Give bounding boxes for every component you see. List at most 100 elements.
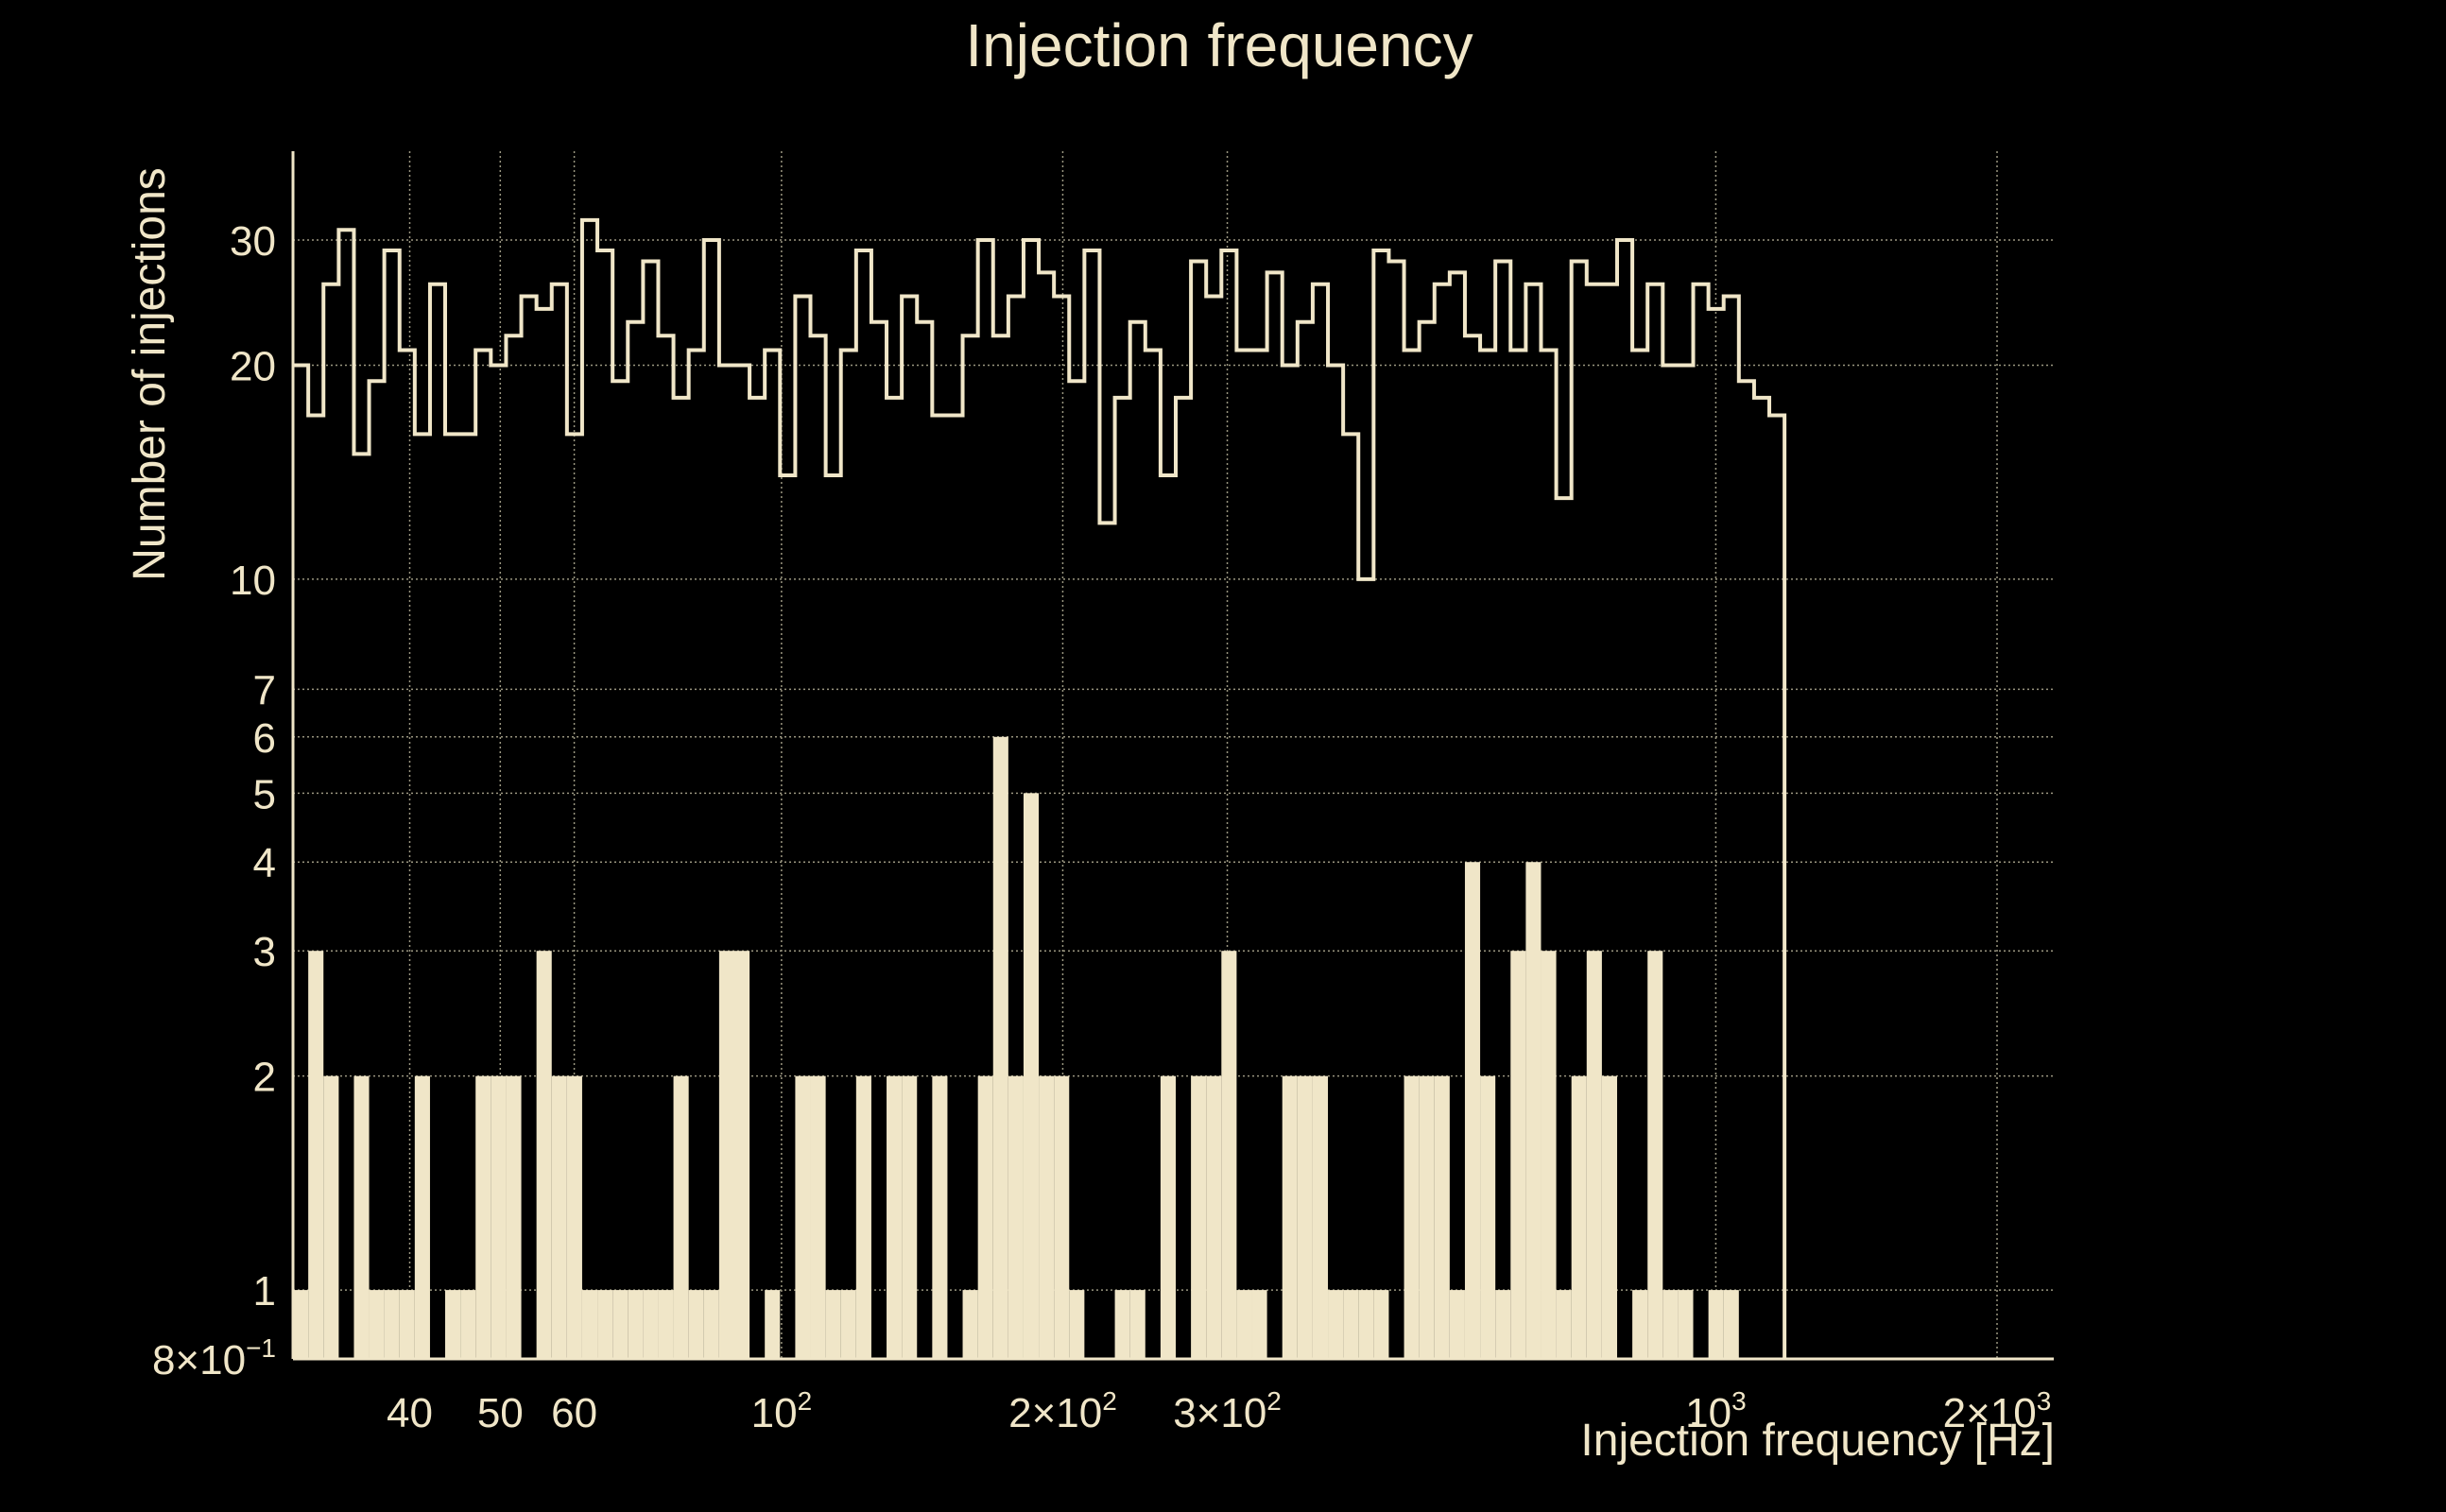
histogram-bar bbox=[323, 1075, 339, 1359]
y-tick-label: 10 bbox=[230, 558, 276, 604]
histogram-bar bbox=[1297, 1075, 1313, 1359]
histogram-bar bbox=[1206, 1075, 1222, 1359]
histogram-bar bbox=[962, 1290, 978, 1359]
histogram-bar bbox=[1023, 793, 1040, 1359]
histogram-bar bbox=[1129, 1290, 1145, 1359]
histogram-bar bbox=[581, 1290, 598, 1359]
histogram-bar bbox=[1160, 1075, 1176, 1359]
x-tick-label: 103 bbox=[1685, 1386, 1747, 1436]
histogram-bar bbox=[1039, 1075, 1055, 1359]
histogram-bar bbox=[643, 1290, 659, 1359]
histogram-bar bbox=[688, 1290, 704, 1359]
histogram-bar bbox=[1723, 1290, 1739, 1359]
histogram-bar bbox=[1647, 951, 1663, 1359]
x-tick-label: 50 bbox=[477, 1390, 524, 1436]
y-tick-label: 3 bbox=[253, 929, 276, 975]
histogram-bar bbox=[1678, 1290, 1694, 1359]
histogram-bar bbox=[902, 1075, 918, 1359]
histogram-bar bbox=[1601, 1075, 1617, 1359]
x-tick-label: 60 bbox=[551, 1390, 597, 1436]
histogram-bar bbox=[992, 736, 1008, 1359]
histogram-bar bbox=[353, 1075, 370, 1359]
histogram-bar bbox=[384, 1290, 400, 1359]
histogram-bar bbox=[977, 1075, 993, 1359]
histogram-bar bbox=[566, 1075, 582, 1359]
x-axis-label: Injection frequency [Hz] bbox=[1580, 1416, 2055, 1466]
histogram-bar bbox=[1221, 951, 1237, 1359]
histogram-bar bbox=[1586, 951, 1602, 1359]
histogram-bar bbox=[414, 1075, 430, 1359]
histogram-bar bbox=[399, 1290, 415, 1359]
histogram-bar bbox=[887, 1075, 903, 1359]
y-tick-label: 5 bbox=[253, 771, 276, 817]
histogram-bar bbox=[1708, 1290, 1724, 1359]
y-tick-label: 1 bbox=[253, 1268, 276, 1314]
histogram-bar bbox=[551, 1075, 567, 1359]
histogram-bar bbox=[825, 1290, 841, 1359]
x-tick-label: 102 bbox=[751, 1386, 813, 1436]
histogram-bar bbox=[733, 951, 750, 1359]
histogram-bar bbox=[491, 1075, 507, 1359]
histogram-bar bbox=[1632, 1290, 1648, 1359]
histogram-bar bbox=[369, 1290, 385, 1359]
x-tick-labels: 40 50 60 102 2×102 3×102 103 2×103 bbox=[387, 1386, 2051, 1436]
histogram-bar bbox=[628, 1290, 644, 1359]
histogram-bar bbox=[765, 1290, 781, 1359]
y-tick-labels: 8×10−1 1 2 3 4 5 67 10 20 30 bbox=[152, 218, 276, 1383]
histogram-bar bbox=[506, 1075, 522, 1359]
histogram-bar bbox=[444, 1290, 461, 1359]
histogram-bar bbox=[308, 951, 324, 1359]
y-axis-label: Number of injections bbox=[125, 167, 175, 581]
histogram-bar bbox=[1662, 1290, 1679, 1359]
x-tick-label: 3×102 bbox=[1173, 1386, 1282, 1436]
histogram-bar bbox=[1495, 1290, 1511, 1359]
histogram-bar bbox=[1236, 1290, 1252, 1359]
histogram-bar bbox=[1114, 1290, 1130, 1359]
histogram-bar bbox=[1373, 1290, 1389, 1359]
histogram-bar bbox=[718, 951, 734, 1359]
histogram-bar bbox=[1328, 1290, 1344, 1359]
y-tick-label: 7 bbox=[253, 667, 276, 713]
y-tick-label: 30 bbox=[230, 218, 276, 265]
histogram-bar bbox=[1343, 1290, 1359, 1359]
histogram-bar bbox=[1556, 1290, 1572, 1359]
x-tick-label: 2×103 bbox=[1943, 1386, 2052, 1436]
histogram-bar bbox=[1312, 1075, 1329, 1359]
histogram-bar bbox=[1510, 951, 1526, 1359]
histogram-bar bbox=[1054, 1075, 1070, 1359]
histogram-bar bbox=[1404, 1075, 1420, 1359]
histogram-bar bbox=[475, 1075, 491, 1359]
histogram-bar bbox=[703, 1290, 719, 1359]
axes bbox=[291, 151, 2054, 1361]
histogram-bar bbox=[673, 1075, 689, 1359]
y-tick-label: 2 bbox=[253, 1055, 276, 1101]
histogram-bar bbox=[1571, 1075, 1587, 1359]
x-tick-label: 2×102 bbox=[1008, 1386, 1117, 1436]
histogram-bar bbox=[1008, 1075, 1024, 1359]
x-tick-label: 40 bbox=[387, 1390, 433, 1436]
histogram-bar bbox=[293, 1290, 309, 1359]
histogram-bar bbox=[1434, 1075, 1450, 1359]
histogram-bar bbox=[536, 951, 552, 1359]
histogram-bar bbox=[1480, 1075, 1496, 1359]
histogram-bar bbox=[1419, 1075, 1435, 1359]
histogram-bar bbox=[612, 1290, 629, 1359]
histogram-bar bbox=[840, 1290, 856, 1359]
histogram-bar bbox=[1191, 1075, 1207, 1359]
histogram-bar bbox=[1251, 1290, 1267, 1359]
histogram-bar bbox=[1358, 1290, 1374, 1359]
histogram-bar bbox=[1069, 1290, 1085, 1359]
y-tick-label: 8×10−1 bbox=[152, 1333, 276, 1383]
histogram-bar bbox=[810, 1075, 826, 1359]
histogram-bar bbox=[1449, 1290, 1465, 1359]
histogram-bar bbox=[460, 1290, 476, 1359]
histogram-bar bbox=[1525, 862, 1542, 1359]
filled-histogram bbox=[293, 736, 1739, 1359]
step-histogram-line bbox=[293, 217, 1787, 1359]
histogram-bar bbox=[795, 1075, 811, 1359]
histogram-bar bbox=[1464, 862, 1481, 1359]
y-tick-label: 20 bbox=[230, 343, 276, 389]
chart-title: Injection frequency bbox=[965, 11, 1473, 79]
histogram-bar bbox=[1282, 1075, 1298, 1359]
